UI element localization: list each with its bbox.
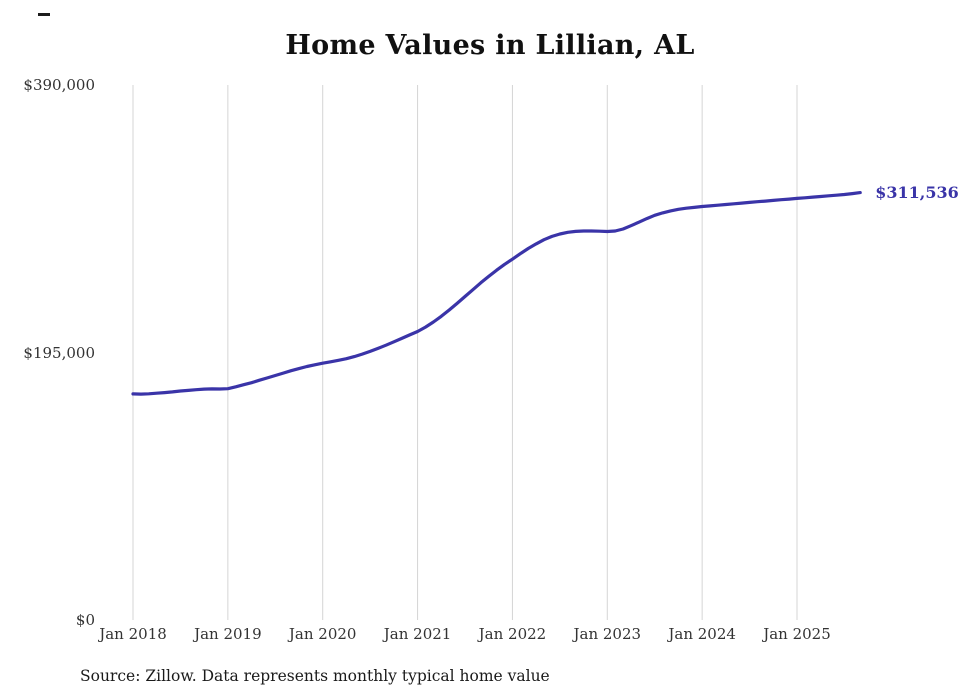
- x-axis-tick-label: Jan 2022: [478, 625, 547, 643]
- x-axis-tick-label: Jan 2024: [668, 625, 736, 643]
- end-value-label: $311,536: [875, 182, 959, 202]
- x-axis-tick-label: Jan 2020: [288, 625, 357, 643]
- y-axis-tick-label: $390,000: [23, 76, 95, 94]
- decorative-mark: [38, 13, 50, 16]
- y-axis-tick-label: $0: [75, 611, 95, 629]
- x-axis-tick-label: Jan 2021: [383, 625, 452, 643]
- chart-title: Home Values in Lillian, AL: [285, 30, 695, 61]
- home-value-line: [131, 191, 862, 396]
- x-axis-tick-label: Jan 2023: [573, 625, 642, 643]
- y-axis-tick-label: $195,000: [23, 344, 95, 362]
- x-axis-tick-label: Jan 2019: [194, 625, 262, 643]
- x-axis-tick-label: Jan 2025: [763, 625, 831, 643]
- x-axis-tick-label: Jan 2018: [99, 625, 167, 643]
- source-note: Source: Zillow. Data represents monthly …: [80, 667, 550, 685]
